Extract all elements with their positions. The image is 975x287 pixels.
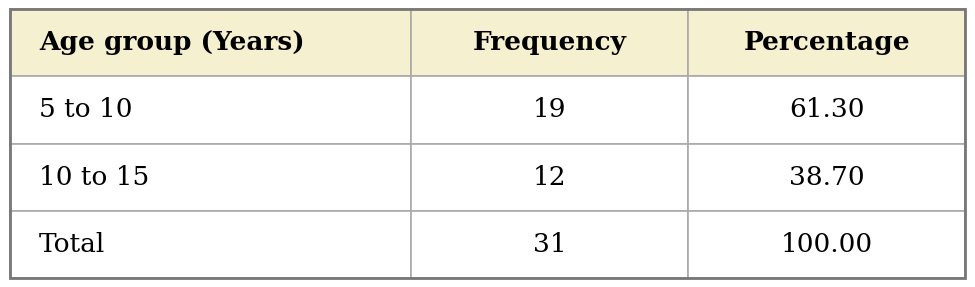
Text: Total: Total [39, 232, 105, 257]
Text: 10 to 15: 10 to 15 [39, 165, 149, 190]
Bar [411, 144, 688, 211]
Bar [10, 211, 411, 278]
Text: 38.70: 38.70 [789, 165, 865, 190]
Bar [10, 144, 411, 211]
Bar [10, 76, 411, 144]
Bar [688, 144, 965, 211]
Text: Percentage: Percentage [743, 30, 910, 55]
Bar [688, 76, 965, 144]
Bar [411, 76, 688, 144]
Text: 5 to 10: 5 to 10 [39, 97, 133, 122]
Text: 12: 12 [532, 165, 566, 190]
Text: Frequency: Frequency [473, 30, 627, 55]
Text: Age group (Years): Age group (Years) [39, 30, 304, 55]
Text: 61.30: 61.30 [789, 97, 865, 122]
Text: 19: 19 [533, 97, 566, 122]
Bar [688, 211, 965, 278]
Bar [411, 211, 688, 278]
Bar [411, 9, 688, 76]
Text: 100.00: 100.00 [781, 232, 873, 257]
Bar [688, 9, 965, 76]
Bar [10, 9, 411, 76]
Text: 31: 31 [532, 232, 566, 257]
